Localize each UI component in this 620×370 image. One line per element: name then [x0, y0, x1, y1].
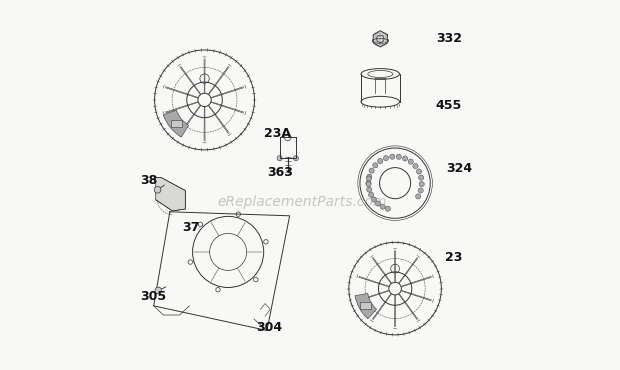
Circle shape: [369, 168, 374, 173]
Text: 363: 363: [267, 165, 293, 179]
Circle shape: [375, 201, 381, 206]
Circle shape: [417, 169, 422, 174]
Circle shape: [408, 159, 414, 164]
Bar: [170, 120, 182, 127]
Circle shape: [366, 187, 372, 192]
Circle shape: [385, 206, 391, 211]
Ellipse shape: [361, 68, 399, 80]
Circle shape: [396, 154, 401, 159]
Polygon shape: [373, 31, 388, 47]
Circle shape: [402, 156, 408, 161]
Text: 332: 332: [436, 32, 462, 46]
Text: 37: 37: [182, 221, 200, 234]
Circle shape: [383, 155, 389, 161]
Bar: [360, 303, 371, 309]
Circle shape: [366, 176, 371, 181]
Circle shape: [366, 174, 372, 179]
Ellipse shape: [361, 96, 399, 107]
Text: eReplacementParts.com: eReplacementParts.com: [218, 195, 388, 209]
Circle shape: [373, 163, 378, 168]
Circle shape: [413, 164, 418, 169]
Circle shape: [418, 175, 423, 180]
Wedge shape: [163, 110, 188, 137]
Text: 23: 23: [445, 250, 463, 264]
Text: 305: 305: [140, 290, 166, 303]
Text: 38: 38: [140, 174, 157, 187]
Circle shape: [371, 197, 377, 202]
Text: 324: 324: [446, 162, 472, 175]
Circle shape: [277, 156, 282, 161]
Polygon shape: [156, 178, 185, 211]
Circle shape: [366, 182, 371, 187]
Text: 304: 304: [256, 321, 283, 334]
Circle shape: [419, 182, 424, 187]
Circle shape: [293, 156, 298, 161]
Circle shape: [154, 186, 161, 193]
Circle shape: [285, 134, 291, 141]
Wedge shape: [355, 293, 376, 319]
Circle shape: [155, 287, 162, 294]
Circle shape: [369, 192, 374, 198]
Circle shape: [380, 204, 385, 209]
Circle shape: [390, 154, 395, 159]
Circle shape: [378, 158, 383, 164]
Circle shape: [418, 188, 423, 193]
Text: 23A: 23A: [264, 127, 291, 140]
Circle shape: [415, 194, 421, 199]
Text: 455: 455: [436, 99, 462, 112]
Circle shape: [366, 181, 371, 186]
